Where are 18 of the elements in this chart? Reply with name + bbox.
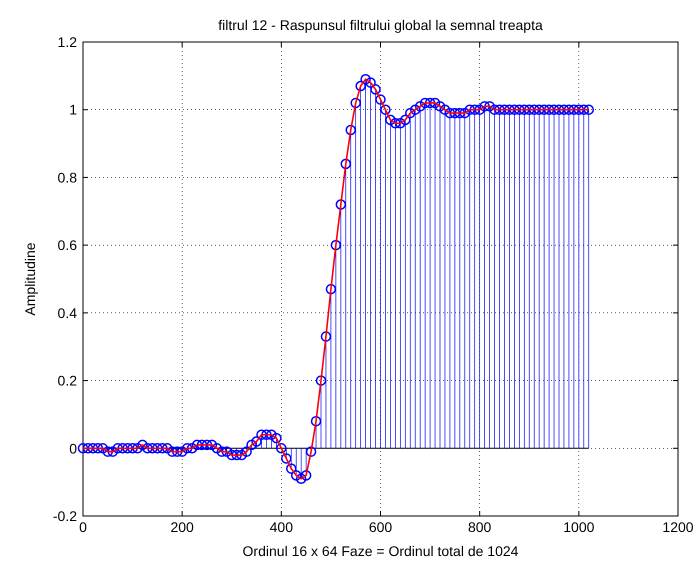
chart-title: filtrul 12 - Raspunsul filtrului global la semnal treapta: [218, 17, 543, 33]
y-tick-label: 0.8: [58, 169, 78, 186]
y-tick-label: 1: [69, 102, 78, 118]
x-tick-label: 200: [170, 519, 194, 535]
y-tick-label: 1.2: [58, 34, 78, 50]
y-tick-label: -0.2: [52, 508, 78, 524]
y-tick-label: 0.2: [58, 372, 78, 389]
x-tick-label: 800: [468, 519, 492, 535]
x-tick-label: 0: [79, 519, 88, 535]
x-tick-label: 400: [270, 519, 294, 535]
x-tick-label: 1000: [563, 519, 595, 535]
x-tick-label: 1200: [662, 519, 694, 535]
x-axis-title: Ordinul 16 x 64 Faze = Ordinul total de 1024: [242, 543, 519, 559]
x-tick-label: 600: [368, 519, 392, 535]
y-tick-label: 0: [69, 440, 78, 456]
y-axis-title: Amplitudine: [22, 242, 38, 316]
y-tick-label: 0.6: [58, 237, 78, 254]
y-tick-label: 0.4: [58, 304, 78, 321]
